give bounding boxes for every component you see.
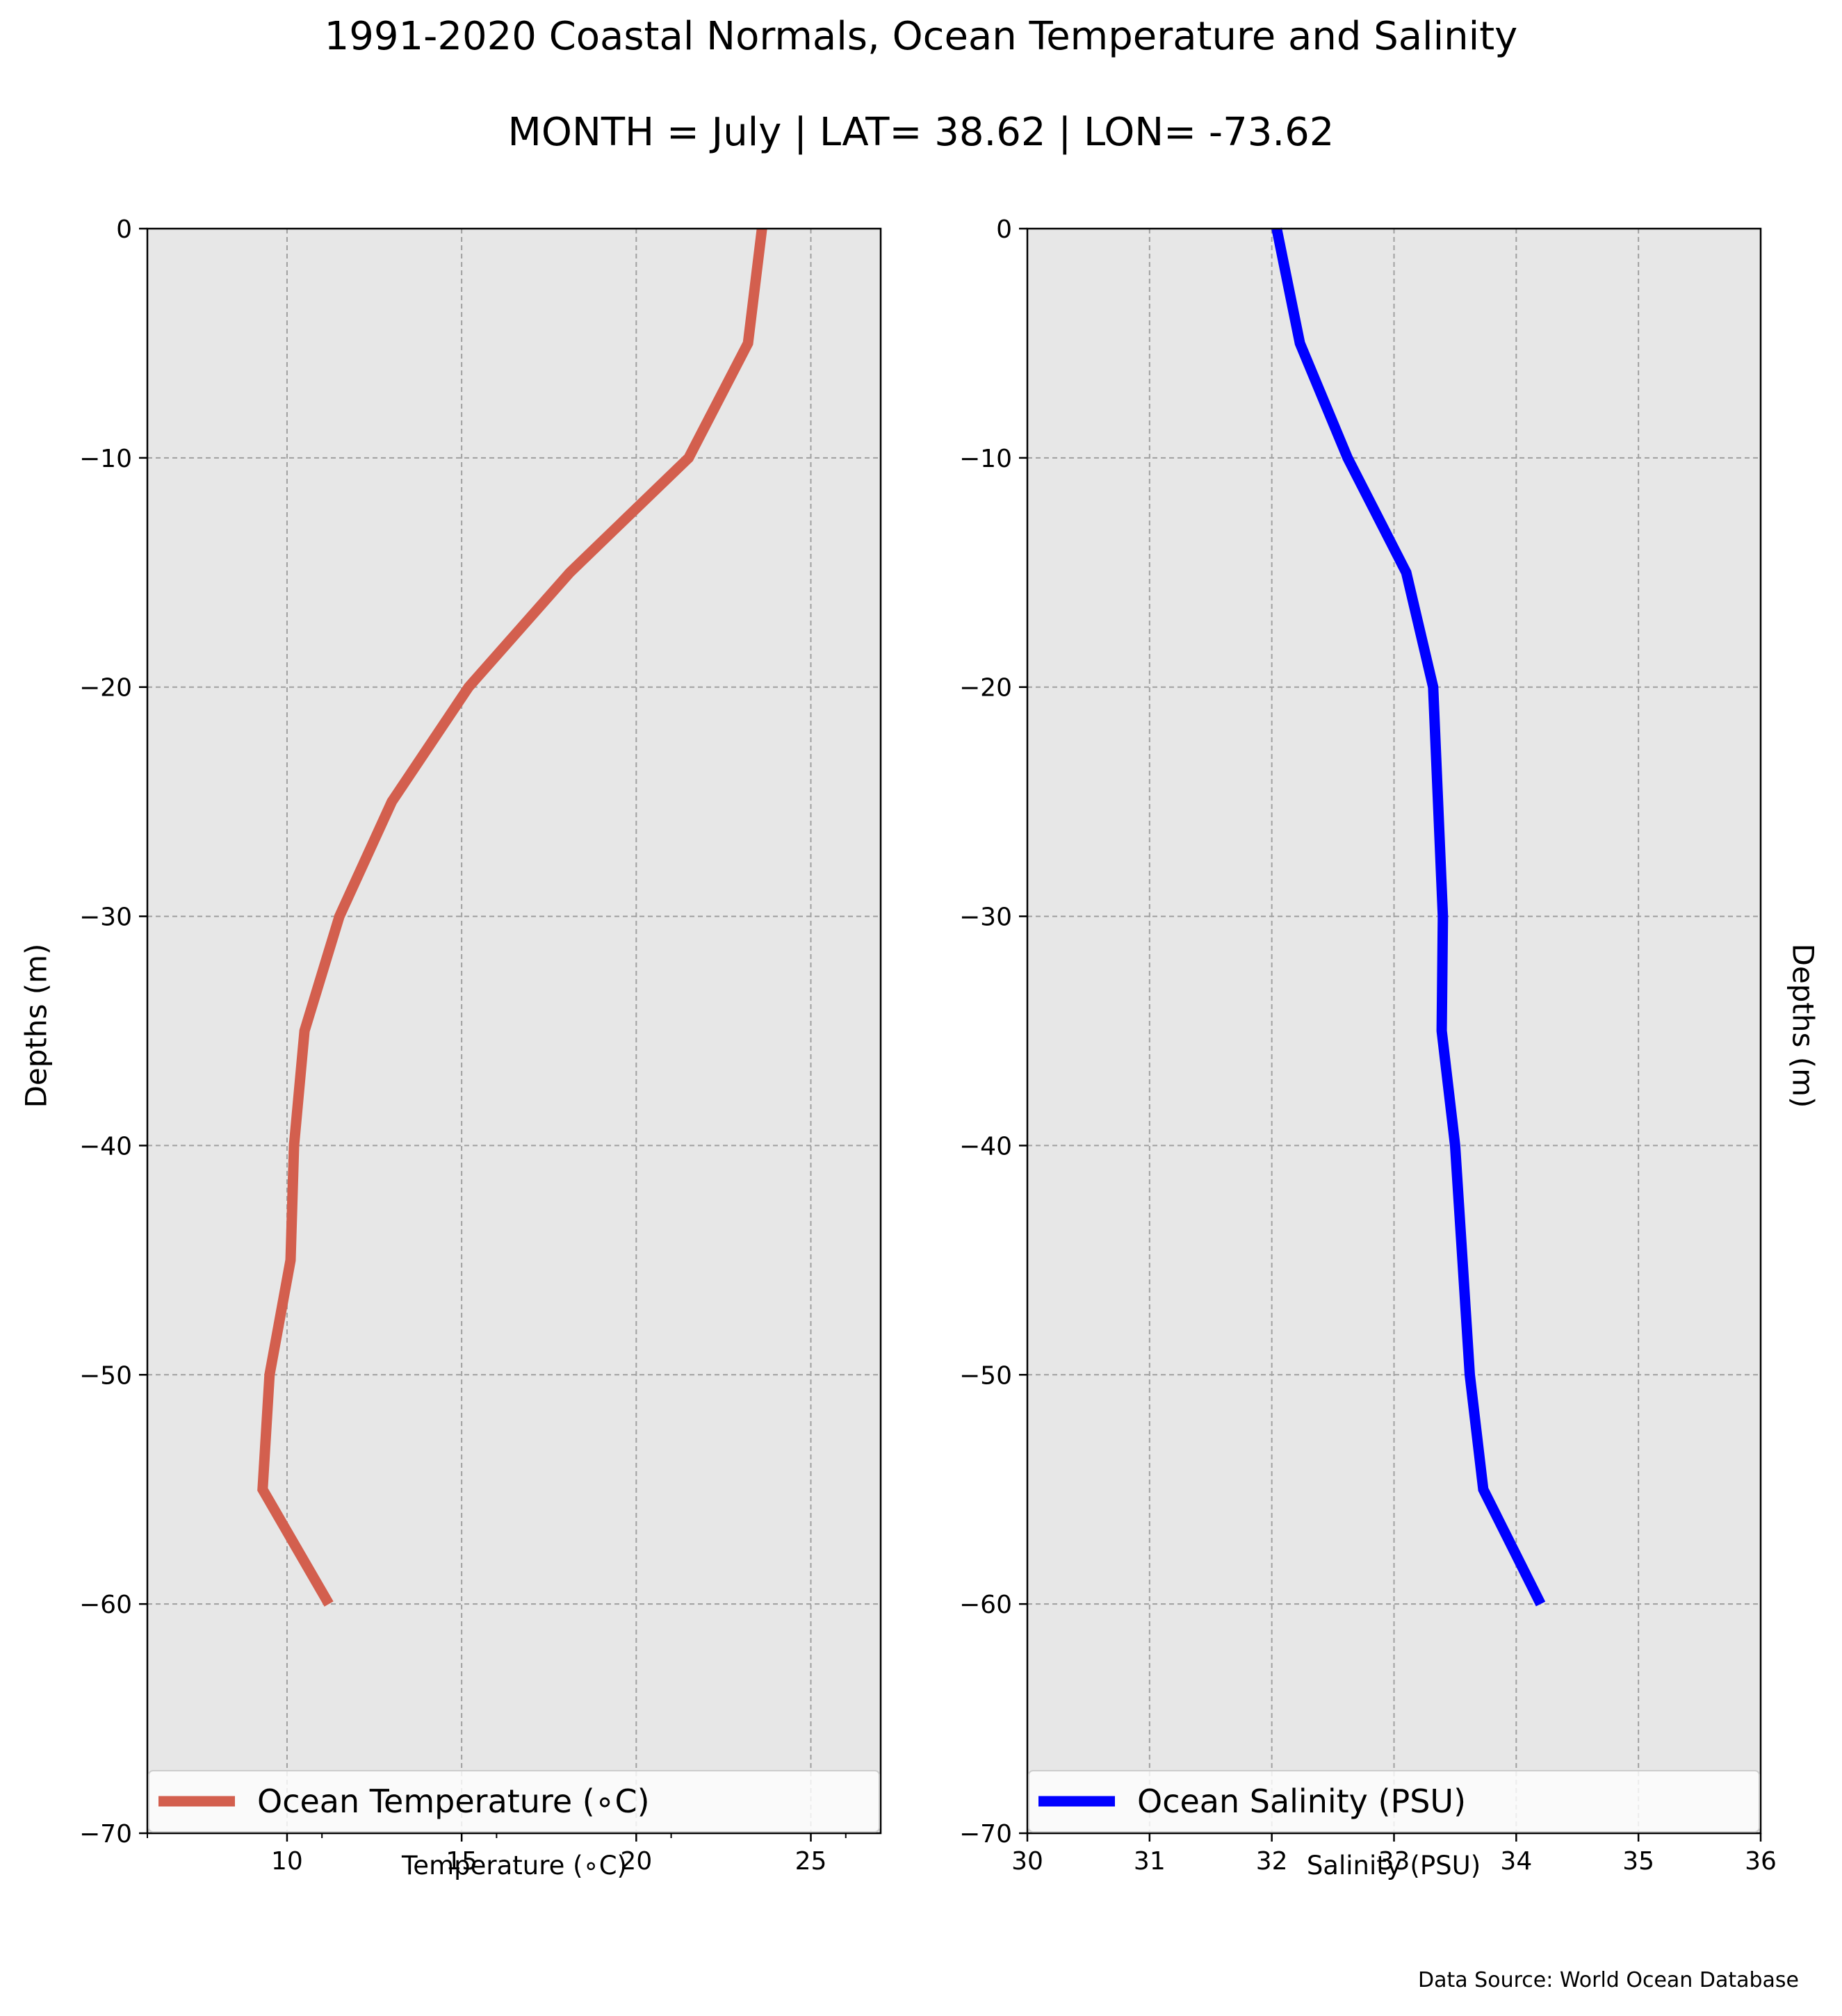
temperature-y-tick-label: −10 [79, 445, 132, 473]
temperature-y-tick-label: −30 [79, 903, 132, 932]
temperature-plot-background [147, 229, 881, 1833]
temperature-x-tick-label: 10 [271, 1847, 303, 1876]
temperature-y-tick-label: −40 [79, 1132, 132, 1161]
salinity-data-point [1437, 801, 1438, 802]
data-source-note: Data Source: World Ocean Database [1418, 1968, 1799, 1992]
salinity-x-tick-label: 31 [1134, 1847, 1166, 1876]
temperature-axes-frame [146, 227, 882, 1835]
salinity-y-tick-label: −70 [959, 1820, 1012, 1849]
salinity-data-point [1442, 916, 1443, 917]
salinity-x-tick-label: 32 [1256, 1847, 1288, 1876]
salinity-data-point [1455, 1145, 1456, 1146]
salinity-y-tick-label: −20 [959, 674, 1012, 703]
salinity-y-tick-label: −10 [959, 445, 1012, 473]
temperature-series-line [257, 228, 767, 1607]
temperature-data-point [339, 916, 340, 917]
salinity-y-tick-label: −30 [959, 903, 1012, 932]
salinity-data-point [1406, 572, 1407, 573]
temperature-data-point [569, 572, 570, 573]
temperature-data-point [290, 1260, 291, 1261]
salinity-y-tick-label: 0 [996, 215, 1012, 244]
salinity-x-tick-label: 33 [1378, 1847, 1410, 1876]
salinity-y-tick-label: −40 [959, 1132, 1012, 1161]
temperature-data-point [688, 457, 689, 458]
salinity-x-tick-label: 34 [1500, 1847, 1532, 1876]
salinity-panel: 30 31 32 33 34 35 36 0 −10 −20 −30 −40 −50 −60 −70 Ocea… [959, 215, 1777, 1876]
salinity-x-tick-label: 30 [1011, 1847, 1043, 1876]
temperature-data-point [294, 1145, 295, 1146]
temperature-y-tick-label: −20 [79, 674, 132, 703]
temperature-y-tick-label: 0 [116, 215, 132, 244]
salinity-legend-label: Ocean Salinity (PSU) [1137, 1783, 1466, 1820]
temperature-y-tick-label: −70 [79, 1820, 132, 1849]
salinity-x-tick-label: 35 [1622, 1847, 1654, 1876]
salinity-legend-box [1028, 1770, 1760, 1833]
salinity-y-tick-label: −50 [959, 1361, 1012, 1390]
temperature-panel: 10 15 20 25 0 −10 −20 −30 −40 −50 −60 −70 Ocean Temp… [79, 215, 882, 1876]
left-y-axis-label: Depths (m) [19, 943, 54, 1108]
temperature-data-point [262, 1489, 263, 1490]
chart-title: 1991-2020 Coastal Normals, Ocean Tempera… [324, 14, 1518, 59]
temperature-x-axis-label: Temperature (∘C) [401, 1851, 628, 1880]
temperature-y-tick-label: −60 [79, 1591, 132, 1619]
temperature-x-tick-label: 20 [620, 1847, 652, 1876]
salinity-data-point [1540, 1604, 1541, 1605]
right-y-axis-label: Depths (m) [1786, 943, 1820, 1108]
salinity-series-line [1271, 227, 1546, 1607]
salinity-x-axis-label: Salinity (PSU) [1306, 1851, 1481, 1880]
salinity-y-tick-label: −60 [959, 1591, 1012, 1619]
temperature-y-tick-label: −50 [79, 1361, 132, 1390]
temperature-legend-box [148, 1770, 880, 1833]
temperature-legend-label: Ocean Temperature (∘C) [257, 1783, 650, 1820]
salinity-x-tick-label: 36 [1745, 1847, 1777, 1876]
chart-subtitle: MONTH = July | LAT= 38.62 | LON= -73.62 [507, 110, 1335, 155]
temperature-data-point [391, 801, 392, 802]
temperature-x-tick-label: 15 [446, 1847, 478, 1876]
temperature-x-tick-label: 25 [795, 1847, 827, 1876]
salinity-data-point [1347, 457, 1348, 458]
